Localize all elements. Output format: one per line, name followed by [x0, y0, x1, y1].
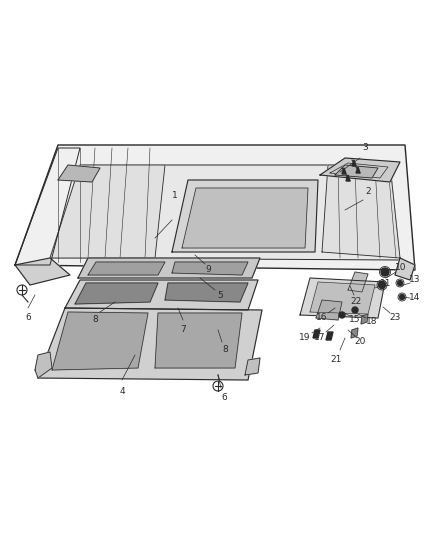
Circle shape	[378, 281, 385, 288]
Polygon shape	[88, 262, 165, 275]
Polygon shape	[172, 262, 248, 275]
Text: 20: 20	[354, 337, 366, 346]
Polygon shape	[65, 280, 258, 310]
Polygon shape	[326, 332, 333, 340]
Polygon shape	[52, 312, 148, 370]
Polygon shape	[78, 258, 260, 278]
Text: 4: 4	[119, 387, 125, 397]
Text: 6: 6	[221, 393, 227, 402]
Text: 13: 13	[409, 276, 421, 285]
Text: 10: 10	[395, 263, 407, 272]
Polygon shape	[35, 352, 52, 378]
Polygon shape	[50, 165, 165, 258]
Polygon shape	[75, 283, 158, 304]
Polygon shape	[352, 160, 356, 166]
Polygon shape	[310, 282, 375, 314]
Text: 22: 22	[350, 297, 362, 306]
Polygon shape	[172, 180, 318, 252]
Circle shape	[17, 285, 27, 295]
Polygon shape	[245, 358, 260, 375]
Polygon shape	[346, 175, 350, 181]
Polygon shape	[58, 165, 100, 182]
Polygon shape	[316, 300, 342, 320]
Polygon shape	[351, 328, 358, 338]
Circle shape	[352, 307, 358, 313]
Polygon shape	[15, 145, 415, 270]
Circle shape	[398, 280, 403, 286]
Polygon shape	[335, 165, 378, 178]
Text: 19: 19	[299, 334, 311, 343]
Text: 2: 2	[365, 188, 371, 197]
Text: 8: 8	[222, 345, 228, 354]
Polygon shape	[356, 167, 360, 173]
Text: 21: 21	[330, 356, 342, 365]
Text: 1: 1	[172, 190, 178, 199]
Text: 17: 17	[314, 334, 326, 343]
Text: 15: 15	[349, 316, 361, 325]
Text: 23: 23	[389, 313, 401, 322]
Polygon shape	[348, 272, 368, 292]
Polygon shape	[50, 165, 400, 260]
Circle shape	[381, 268, 389, 276]
Polygon shape	[155, 313, 242, 368]
Polygon shape	[361, 314, 368, 324]
Text: 18: 18	[366, 318, 378, 327]
Text: 11: 11	[380, 279, 392, 287]
Text: 8: 8	[92, 316, 98, 325]
Text: 5: 5	[217, 292, 223, 301]
Polygon shape	[322, 165, 400, 258]
Polygon shape	[38, 308, 262, 380]
Text: 9: 9	[205, 265, 211, 274]
Polygon shape	[320, 158, 400, 182]
Text: 7: 7	[180, 326, 186, 335]
Polygon shape	[313, 330, 320, 338]
Polygon shape	[300, 278, 385, 318]
Text: 6: 6	[25, 313, 31, 322]
Circle shape	[339, 312, 345, 318]
Text: 16: 16	[316, 313, 328, 322]
Polygon shape	[395, 258, 415, 280]
Polygon shape	[165, 283, 248, 302]
Circle shape	[213, 381, 223, 391]
Text: 3: 3	[362, 143, 368, 152]
Circle shape	[399, 295, 405, 300]
Text: 14: 14	[410, 294, 420, 303]
Polygon shape	[182, 188, 308, 248]
Polygon shape	[15, 258, 70, 285]
Polygon shape	[342, 168, 346, 174]
